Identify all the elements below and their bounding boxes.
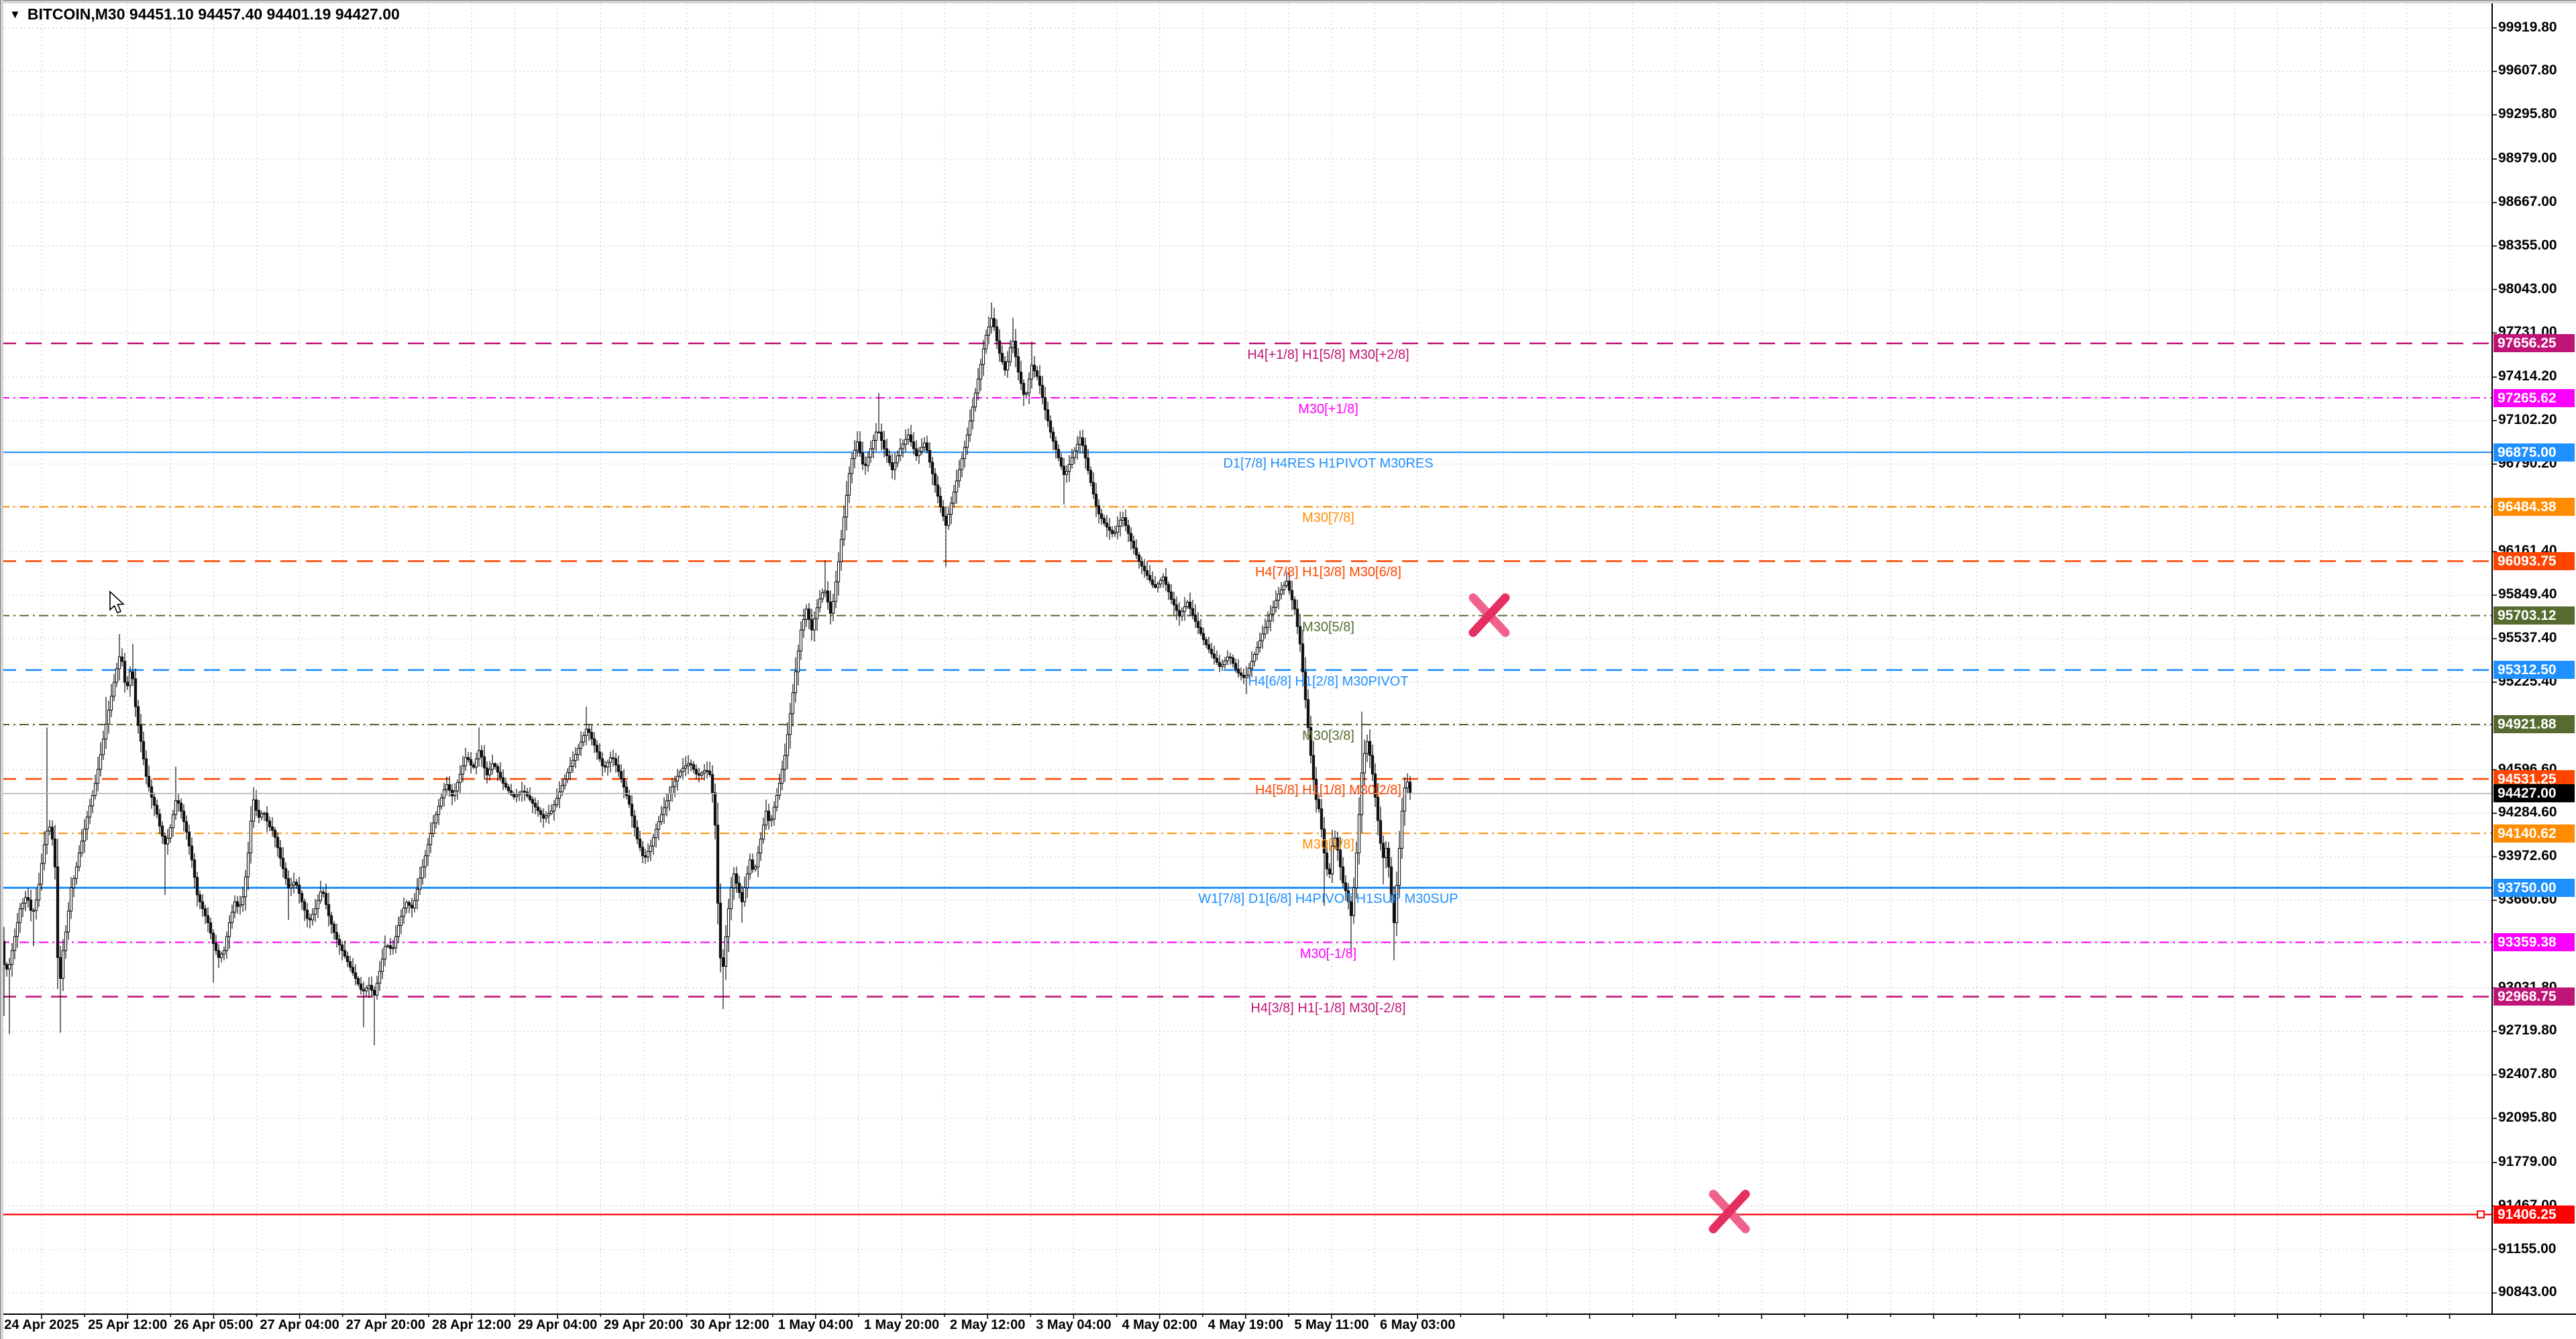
level-label: M30[3/8] bbox=[1302, 728, 1354, 743]
time-axis-label: 27 Apr 04:00 bbox=[260, 1318, 339, 1332]
time-axis-label: 28 Apr 12:00 bbox=[431, 1318, 512, 1332]
price-tag-93750.00: 93750.00 bbox=[2493, 878, 2575, 897]
price-tag-93359.38: 93359.38 bbox=[2493, 933, 2575, 952]
price-axis-label: 98667.00 bbox=[2498, 193, 2557, 209]
price-axis-label: 92407.80 bbox=[2498, 1066, 2557, 1082]
time-axis-label: 4 May 19:00 bbox=[1208, 1318, 1283, 1332]
time-axis-label: 1 May 04:00 bbox=[777, 1318, 853, 1332]
level-label: H4[6/8] H1[2/8] M30PIVOT bbox=[1248, 674, 1409, 689]
level-label: M30[-1/8] bbox=[1299, 946, 1357, 961]
price-axis-label: 94284.60 bbox=[2498, 804, 2557, 820]
time-axis-label: 4 May 02:00 bbox=[1122, 1318, 1197, 1332]
level-label: W1[7/8] D1[6/8] H4PIVOT H1SUP M30SUP bbox=[1198, 892, 1458, 907]
time-axis-label: 29 Apr 20:00 bbox=[604, 1318, 684, 1332]
level-label: M30[+1/8] bbox=[1298, 402, 1358, 417]
price-tag-96484.38: 96484.38 bbox=[2493, 497, 2575, 516]
x-mark-1[interactable] bbox=[1468, 593, 1510, 637]
candlestick-series bbox=[0, 302, 1412, 1046]
time-axis-label: 24 Apr 2025 bbox=[4, 1318, 79, 1332]
price-axis-label: 91779.00 bbox=[2498, 1153, 2557, 1169]
price-tag-91406.25: 91406.25 bbox=[2493, 1205, 2575, 1224]
price-axis-label: 93972.60 bbox=[2498, 848, 2557, 864]
time-axis-label: 5 May 11:00 bbox=[1294, 1318, 1369, 1332]
time-axis-border bbox=[0, 1314, 2576, 1315]
level-label: M30[5/8] bbox=[1302, 619, 1354, 635]
price-tag-95703.12: 95703.12 bbox=[2493, 606, 2575, 625]
level-line-91406.25[interactable] bbox=[0, 1210, 2491, 1219]
symbol-dropdown-icon[interactable]: ▼ bbox=[9, 8, 21, 21]
price-axis-label: 97414.20 bbox=[2498, 368, 2557, 384]
level-label: M30[7/8] bbox=[1302, 511, 1354, 526]
time-axis-label: 3 May 04:00 bbox=[1036, 1318, 1112, 1332]
time-axis-label: 2 May 12:00 bbox=[950, 1318, 1026, 1332]
gridlines bbox=[0, 0, 2491, 1314]
price-axis-label: 91155.00 bbox=[2498, 1240, 2557, 1256]
level-label: H4[3/8] H1[-1/8] M30[-2/8] bbox=[1250, 1000, 1406, 1016]
price-tag-94140.62: 94140.62 bbox=[2493, 824, 2575, 843]
chart-title-text: BITCOIN,M30 94451.10 94457.40 94401.19 9… bbox=[27, 5, 400, 23]
time-axis-label: 30 Apr 12:00 bbox=[690, 1318, 769, 1332]
time-axis-label: 1 May 20:00 bbox=[863, 1318, 940, 1332]
price-tag-92968.75: 92968.75 bbox=[2493, 987, 2575, 1006]
price-tag-94921.88: 94921.88 bbox=[2493, 715, 2575, 734]
price-tag-96875.00: 96875.00 bbox=[2493, 443, 2575, 462]
window-frame-top bbox=[0, 0, 2576, 3]
level-label: M30[1/8] bbox=[1302, 837, 1354, 853]
price-tag-97265.62: 97265.62 bbox=[2493, 388, 2575, 407]
chart-title: ▼ BITCOIN,M30 94451.10 94457.40 94401.19 … bbox=[9, 5, 400, 23]
price-axis-label: 95537.40 bbox=[2498, 630, 2557, 646]
axis-ticks bbox=[41, 27, 2497, 1319]
time-axis-label: 27 Apr 20:00 bbox=[345, 1318, 425, 1332]
time-axis-label: 6 May 03:00 bbox=[1380, 1318, 1456, 1332]
price-tag-94427.00: 94427.00 bbox=[2493, 784, 2575, 803]
x-mark-2[interactable] bbox=[1709, 1189, 1750, 1234]
time-axis-label: 29 Apr 04:00 bbox=[518, 1318, 598, 1332]
price-axis-label: 99919.80 bbox=[2498, 19, 2557, 35]
mouse-cursor-icon bbox=[109, 590, 125, 614]
price-tag-96093.75: 96093.75 bbox=[2493, 551, 2575, 570]
price-axis-label: 90843.00 bbox=[2498, 1284, 2557, 1300]
level-label: D1[7/8] H4RES H1PIVOT M30RES bbox=[1223, 456, 1434, 472]
level-label: H4[+1/8] H1[5/8] M30[+2/8] bbox=[1247, 347, 1409, 362]
price-tag-97656.25: 97656.25 bbox=[2493, 334, 2575, 353]
price-axis-label: 97102.20 bbox=[2498, 411, 2557, 427]
level-label: H4[5/8] H1[1/8] M30[2/8] bbox=[1255, 783, 1401, 798]
price-axis-label: 92719.80 bbox=[2498, 1022, 2557, 1038]
price-axis-label: 98043.00 bbox=[2498, 280, 2557, 297]
level-label: H4[7/8] H1[3/8] M30[6/8] bbox=[1255, 565, 1401, 580]
window-frame-left bbox=[0, 0, 3, 1339]
price-tag-95312.50: 95312.50 bbox=[2493, 661, 2575, 680]
time-axis-label: 25 Apr 12:00 bbox=[88, 1318, 168, 1332]
price-axis-label: 99607.80 bbox=[2498, 62, 2557, 78]
price-axis-label: 98979.00 bbox=[2498, 150, 2557, 166]
price-axis-label: 92095.80 bbox=[2498, 1110, 2557, 1126]
line-handle[interactable] bbox=[2477, 1210, 2485, 1219]
price-axis-label: 99295.80 bbox=[2498, 106, 2557, 122]
price-axis-label: 95849.40 bbox=[2498, 586, 2557, 602]
price-axis-border bbox=[2491, 0, 2493, 1314]
price-axis-label: 98355.00 bbox=[2498, 237, 2557, 253]
time-axis-label: 26 Apr 05:00 bbox=[174, 1318, 254, 1332]
